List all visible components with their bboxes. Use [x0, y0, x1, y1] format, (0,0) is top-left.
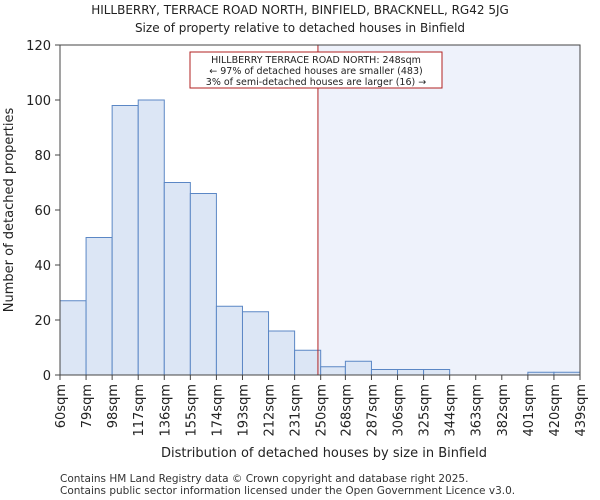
x-tick-label: 212sqm — [263, 384, 278, 437]
x-tick-label: 174sqm — [210, 384, 225, 437]
annotation-box: HILLBERRY TERRACE ROAD NORTH: 248sqm ← 9… — [189, 51, 443, 89]
y-tick-label: 60 — [34, 204, 51, 219]
bar-98sqm — [111, 105, 139, 376]
bar-287sqm — [370, 369, 399, 376]
bar-117sqm — [137, 99, 165, 376]
x-tick-label: 136sqm — [158, 384, 173, 437]
footer-line-1: Contains HM Land Registry data © Crown c… — [60, 473, 468, 485]
y-tick-label: 80 — [34, 149, 51, 164]
bar-325sqm — [423, 369, 451, 376]
x-tick-label: 60sqm — [54, 384, 69, 428]
y-tick-label: 100 — [26, 94, 51, 109]
bar-155sqm — [189, 193, 217, 376]
y-tick-label: 120 — [26, 39, 51, 54]
larger-properties-shade — [317, 45, 580, 375]
y-axis-ticks: 0 20 40 60 80 100 120 — [26, 39, 60, 384]
bars-group — [59, 99, 581, 376]
y-tick-label: 0 — [43, 369, 51, 384]
bar-231sqm — [294, 349, 322, 376]
bar-136sqm — [163, 182, 191, 376]
bar-79sqm — [85, 237, 113, 376]
x-tick-label: 268sqm — [339, 384, 354, 437]
annotation-border — [189, 51, 443, 89]
bar-60sqm — [59, 300, 87, 376]
bar-212sqm — [268, 330, 296, 376]
annotation-line-3: 3% of semi-detached houses are larger (1… — [206, 77, 426, 88]
x-tick-label: 325sqm — [418, 384, 433, 437]
x-tick-label: 363sqm — [470, 384, 485, 437]
bar-193sqm — [241, 311, 270, 376]
bar-306sqm — [397, 369, 425, 376]
x-tick-label: 439sqm — [574, 384, 589, 437]
chart-title: HILLBERRY, TERRACE ROAD NORTH, BINFIELD,… — [91, 3, 509, 17]
x-axis-ticks: 60sqm 79sqm 98sqm 117sqm 136sqm 155sqm 174sqm 1… — [54, 375, 589, 437]
x-tick-label: 98sqm — [106, 384, 121, 428]
chart-subtitle: Size of property relative to detached ho… — [135, 21, 465, 35]
y-axis-label: Number of detached properties — [2, 108, 17, 313]
annotation-line-2: ← 97% of detached houses are smaller (48… — [209, 66, 422, 77]
x-tick-label: 155sqm — [184, 384, 199, 437]
bar-268sqm — [344, 360, 372, 376]
y-tick-label: 40 — [34, 259, 51, 274]
x-tick-label: 420sqm — [548, 384, 563, 437]
x-tick-label: 79sqm — [80, 384, 95, 428]
bar-250sqm — [320, 366, 346, 376]
y-tick-label: 20 — [34, 314, 51, 329]
x-tick-label: 193sqm — [236, 384, 251, 437]
annotation-line-1: HILLBERRY TERRACE ROAD NORTH: 248sqm — [211, 55, 421, 66]
x-tick-label: 287sqm — [365, 384, 380, 437]
x-axis-label: Distribution of detached houses by size … — [161, 446, 487, 461]
x-tick-label: 231sqm — [289, 384, 304, 437]
x-tick-label: 401sqm — [522, 384, 537, 437]
footer-line-2: Contains public sector information licen… — [60, 485, 515, 497]
x-tick-label: 382sqm — [496, 384, 511, 437]
x-tick-label: 117sqm — [132, 384, 147, 437]
x-tick-label: 250sqm — [315, 384, 330, 437]
bar-174sqm — [215, 305, 243, 376]
x-tick-label: 344sqm — [444, 384, 459, 437]
x-tick-label: 306sqm — [392, 384, 407, 437]
